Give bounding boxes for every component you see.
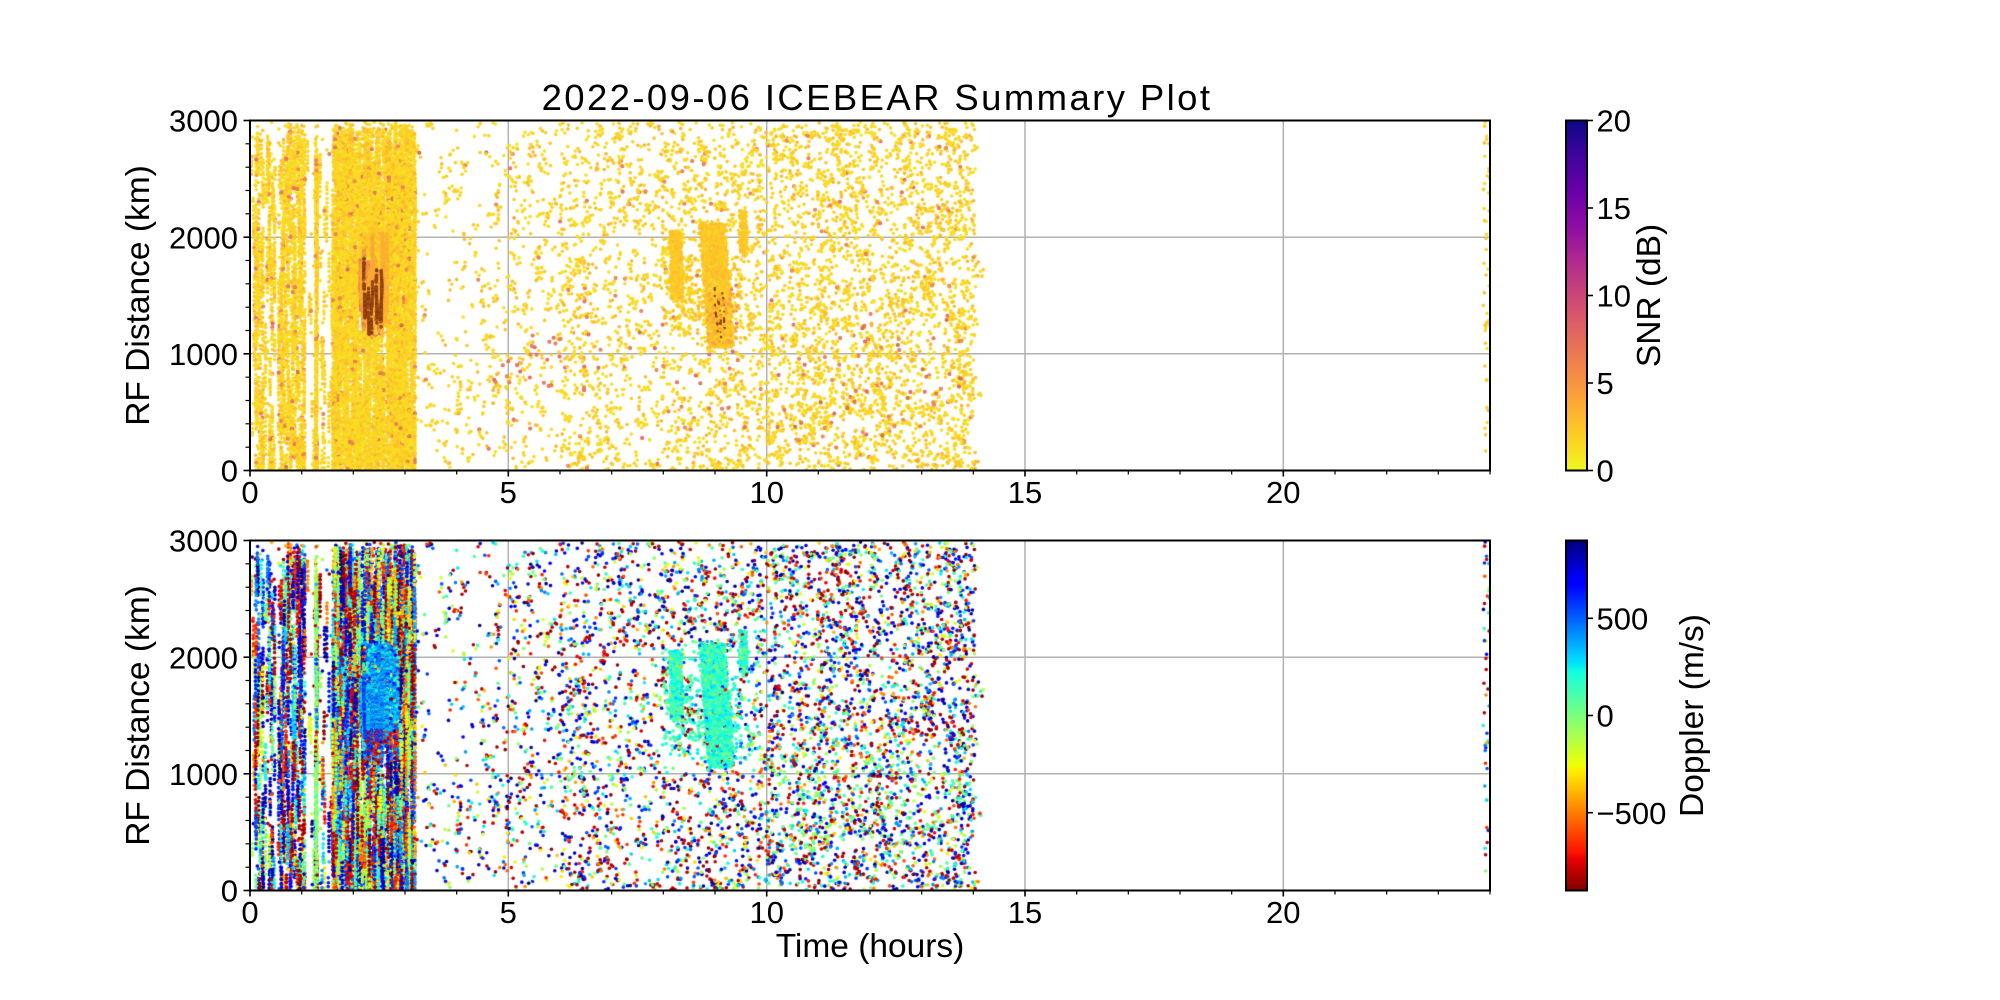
svg-text:500: 500 <box>1597 601 1649 636</box>
svg-text:5: 5 <box>500 475 517 510</box>
svg-text:10: 10 <box>749 895 783 930</box>
svg-text:0: 0 <box>1597 454 1614 489</box>
svg-text:0: 0 <box>221 454 238 489</box>
svg-text:20: 20 <box>1266 475 1300 510</box>
svg-text:RF Distance (km): RF Distance (km) <box>120 585 157 846</box>
svg-text:2000: 2000 <box>169 640 238 675</box>
svg-text:2022-09-06 ICEBEAR Summary Plo: 2022-09-06 ICEBEAR Summary Plot <box>542 77 1213 118</box>
svg-text:3000: 3000 <box>169 524 238 559</box>
svg-text:10: 10 <box>749 475 783 510</box>
svg-text:5: 5 <box>1597 366 1614 401</box>
svg-text:0: 0 <box>221 874 238 909</box>
svg-text:0: 0 <box>1597 699 1614 734</box>
svg-text:3000: 3000 <box>169 104 238 139</box>
svg-text:20: 20 <box>1266 895 1300 930</box>
svg-text:20: 20 <box>1597 104 1631 139</box>
svg-text:10: 10 <box>1597 279 1631 314</box>
svg-text:15: 15 <box>1008 475 1042 510</box>
svg-text:0: 0 <box>241 475 258 510</box>
svg-text:15: 15 <box>1597 191 1631 226</box>
svg-text:15: 15 <box>1008 895 1042 930</box>
svg-text:RF Distance (km): RF Distance (km) <box>120 165 157 426</box>
svg-text:1000: 1000 <box>169 757 238 792</box>
svg-text:1000: 1000 <box>169 337 238 372</box>
svg-text:5: 5 <box>500 895 517 930</box>
svg-text:0: 0 <box>241 895 258 930</box>
svg-text:Time (hours): Time (hours) <box>776 928 965 965</box>
svg-text:SNR (dB): SNR (dB) <box>1631 224 1668 367</box>
svg-text:2000: 2000 <box>169 220 238 255</box>
svg-text:−500: −500 <box>1597 796 1667 831</box>
svg-text:Doppler (m/s): Doppler (m/s) <box>1674 614 1711 817</box>
